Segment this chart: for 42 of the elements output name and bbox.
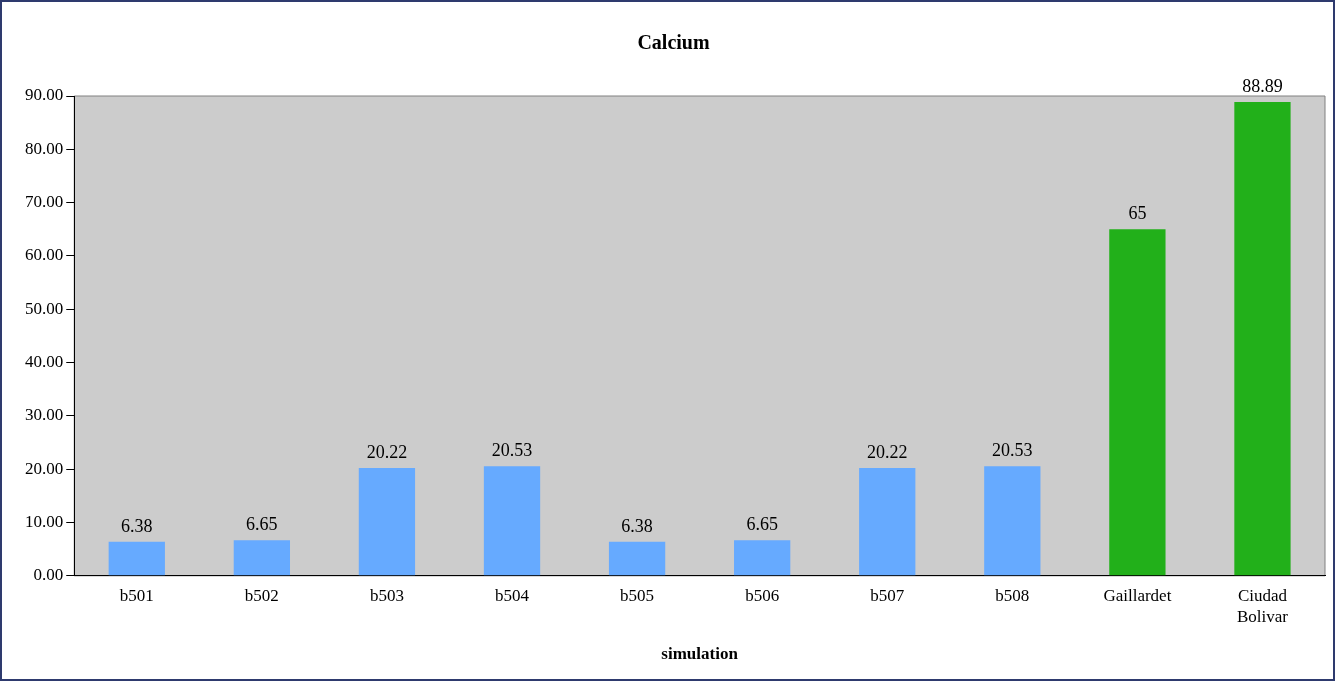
data-label: 20.22 — [866, 441, 908, 462]
x-tick-label: b505 — [620, 586, 655, 606]
data-label: 65 — [1128, 203, 1147, 224]
y-tick-label: 70.00 — [25, 192, 64, 212]
x-tick-label: b503 — [369, 586, 404, 606]
data-label: 6.38 — [121, 515, 153, 536]
x-axis-title: simulation — [661, 644, 739, 664]
bar — [233, 540, 290, 576]
x-tick-label: b508 — [995, 586, 1030, 606]
x-tick-label: b501 — [119, 586, 154, 606]
y-tick-label: 80.00 — [25, 138, 64, 158]
y-tick-label: 90.00 — [25, 85, 64, 105]
data-label: 20.53 — [491, 440, 533, 461]
x-tick-label: b504 — [495, 586, 530, 606]
y-tick-label: 50.00 — [25, 298, 64, 318]
data-label: 20.22 — [366, 441, 408, 462]
bar — [483, 466, 541, 576]
data-label: 6.65 — [246, 514, 278, 535]
x-tick-label: b507 — [870, 586, 905, 606]
x-tick-label: Gaillardet — [1103, 586, 1172, 606]
bar — [108, 541, 165, 576]
bar — [859, 468, 916, 576]
y-tick-label: 40.00 — [25, 352, 64, 372]
data-label: 20.53 — [992, 440, 1033, 461]
chart-title: Calcium — [637, 31, 710, 54]
y-tick-label: 60.00 — [25, 245, 64, 265]
y-tick-label: 30.00 — [25, 405, 64, 425]
bar — [1234, 101, 1291, 576]
data-label: 6.38 — [621, 515, 653, 536]
bar — [1109, 229, 1166, 576]
bar — [734, 540, 791, 576]
data-label: 88.89 — [1242, 75, 1283, 96]
data-label: 6.65 — [746, 514, 778, 535]
bar — [984, 466, 1041, 576]
x-tick-label: b506 — [745, 586, 780, 606]
y-tick-label: 10.00 — [25, 511, 64, 531]
bar — [358, 468, 416, 576]
x-tick-label: b502 — [244, 586, 279, 606]
y-tick-label: 20.00 — [25, 458, 64, 478]
bar — [608, 541, 666, 576]
y-tick-label: 0.00 — [33, 565, 64, 585]
x-tick-label: Ciudad Bolivar — [1236, 586, 1289, 626]
